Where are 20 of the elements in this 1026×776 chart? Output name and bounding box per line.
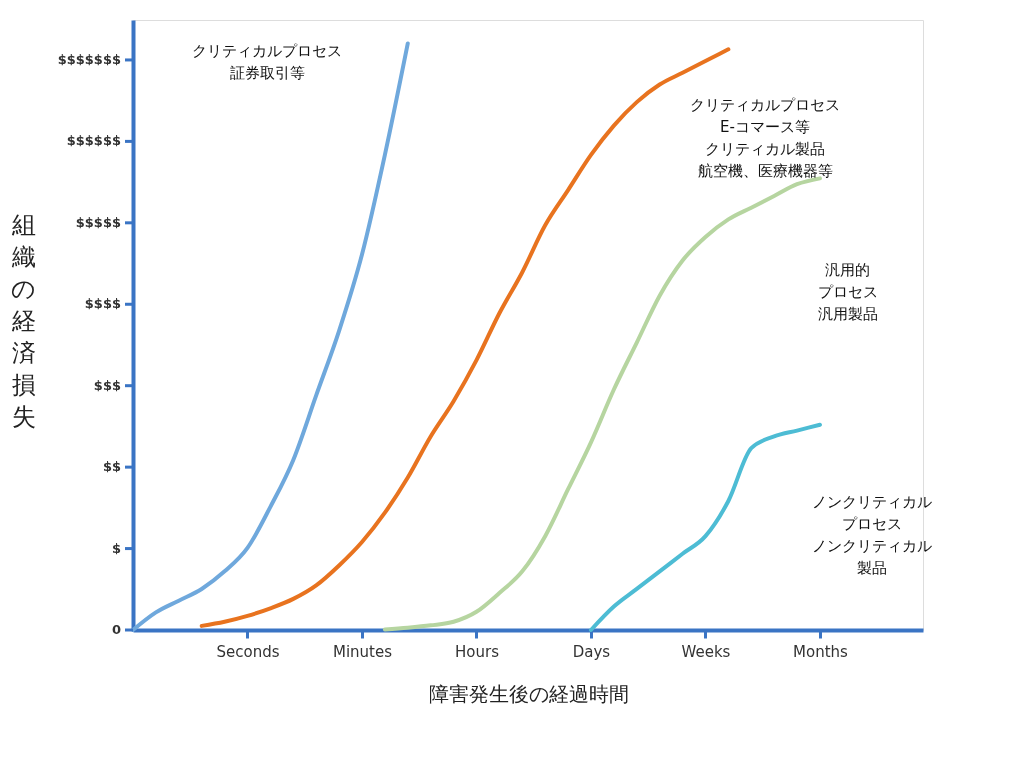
x-tick-label: Seconds (216, 642, 280, 661)
annotation: クリティカルプロセス証券取引等 (192, 41, 343, 82)
text: $$ (102, 459, 121, 475)
text: $$$ (93, 377, 121, 393)
y-axis-title: 組織の経済損失 (10, 210, 36, 431)
x-tick-label: Hours (455, 642, 500, 661)
text: $ (111, 540, 121, 556)
text: $$$$ (84, 296, 121, 312)
annotation: ノンクリティカルプロセスノンクリティカル製品 (811, 492, 932, 577)
x-tick-label: Minutes (332, 642, 393, 661)
x-tick-label: Weeks (681, 642, 731, 661)
x-tick-label: Days (572, 642, 611, 661)
x-axis-title: 障害発生後の経過時間 (428, 681, 629, 706)
x-tick-label: Months (793, 642, 849, 661)
annotation: クリティカルプロセスE-コマース等クリティカル製品航空機、医療機器等 (690, 96, 840, 181)
text: $$$$$$$ (57, 51, 121, 67)
text: 0 (111, 622, 121, 637)
text: $$$$$ (75, 214, 121, 230)
text: $$$$$$ (66, 133, 121, 149)
annotation: 汎用的プロセス汎用製品 (817, 261, 878, 324)
